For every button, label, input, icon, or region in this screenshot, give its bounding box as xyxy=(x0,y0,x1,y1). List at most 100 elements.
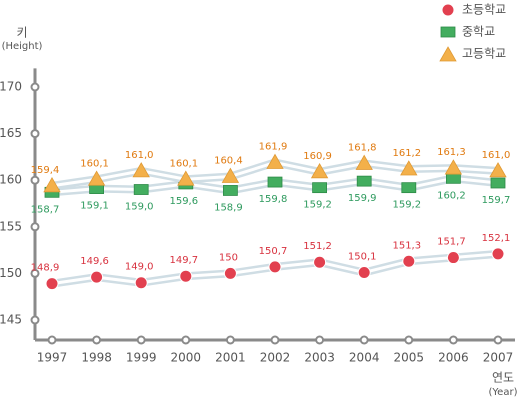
y-axis-title: (Height) xyxy=(2,41,43,52)
x-tick-label: 1999 xyxy=(126,351,157,365)
value-label: 159,4 xyxy=(31,165,60,176)
value-label: 159,9 xyxy=(348,193,377,204)
value-label: 159,2 xyxy=(303,200,332,211)
legend-label: 초등학교 xyxy=(462,3,506,17)
y-tick xyxy=(30,315,40,325)
value-label: 160,1 xyxy=(80,158,109,169)
point xyxy=(400,160,418,176)
value-label: 150 xyxy=(219,252,238,263)
point xyxy=(489,162,507,178)
y-axis-title: 키 xyxy=(16,26,27,40)
y-tick xyxy=(30,222,40,232)
value-label: 161,3 xyxy=(437,147,466,158)
y-tick-label: 145 xyxy=(0,313,22,327)
x-tick xyxy=(270,335,280,345)
value-label: 160,1 xyxy=(169,158,198,169)
point xyxy=(491,247,505,261)
point xyxy=(179,269,193,283)
point xyxy=(357,265,371,279)
y-tick-label: 165 xyxy=(0,126,22,140)
point xyxy=(45,277,59,291)
point xyxy=(355,154,373,170)
x-axis-title: 연도 xyxy=(492,371,514,385)
y-tick xyxy=(30,82,40,92)
point xyxy=(444,159,463,175)
x-tick-label: 1998 xyxy=(81,351,112,365)
value-label: 151,3 xyxy=(392,240,421,251)
point xyxy=(87,170,106,186)
value-label: 150,1 xyxy=(348,251,377,262)
value-label: 148,9 xyxy=(31,263,60,274)
value-label: 161,9 xyxy=(259,141,288,152)
value-label: 158,7 xyxy=(31,204,60,215)
point xyxy=(134,276,148,290)
x-axis-title: (Year) xyxy=(489,387,518,397)
x-tick xyxy=(225,335,235,345)
point xyxy=(313,255,327,269)
point xyxy=(445,172,461,184)
x-tick xyxy=(359,335,369,345)
point xyxy=(356,175,372,187)
value-label: 151,7 xyxy=(437,237,466,248)
value-label: 160,2 xyxy=(437,190,466,201)
point xyxy=(43,176,61,193)
x-tick xyxy=(181,335,191,345)
x-tick xyxy=(47,335,57,345)
x-tick-label: 2005 xyxy=(394,351,425,365)
value-label: 160,4 xyxy=(214,155,243,166)
x-tick-label: 2000 xyxy=(171,351,202,365)
legend-label: 고등학교 xyxy=(462,47,506,61)
point xyxy=(267,176,283,188)
point xyxy=(223,266,237,280)
value-label: 161,2 xyxy=(392,148,421,159)
point xyxy=(402,254,416,268)
x-tick xyxy=(92,335,102,345)
value-label: 149,6 xyxy=(80,256,109,267)
point xyxy=(177,170,195,186)
value-label: 149,7 xyxy=(169,255,198,266)
point xyxy=(268,260,282,274)
x-tick xyxy=(493,335,503,345)
y-tick-label: 160 xyxy=(0,173,22,187)
x-tick-label: 2007 xyxy=(483,351,514,365)
x-tick-label: 2002 xyxy=(260,351,291,365)
legend-marker xyxy=(440,26,456,38)
point xyxy=(132,162,150,178)
y-tick xyxy=(30,129,40,139)
y-tick xyxy=(30,175,40,185)
x-tick xyxy=(136,335,146,345)
x-tick xyxy=(315,335,325,345)
x-tick-label: 2004 xyxy=(349,351,380,365)
point xyxy=(312,182,328,194)
value-label: 150,7 xyxy=(259,246,288,257)
legend-label: 중학교 xyxy=(462,25,495,39)
x-tick-label: 2006 xyxy=(438,351,469,365)
value-label: 159,7 xyxy=(482,195,511,206)
value-label: 159,8 xyxy=(259,194,288,205)
y-tick-label: 150 xyxy=(0,266,22,280)
point xyxy=(222,185,238,196)
y-tick-label: 155 xyxy=(0,219,22,233)
value-label: 159,0 xyxy=(125,202,154,213)
value-label: 159,2 xyxy=(392,200,421,211)
point xyxy=(90,270,104,284)
x-tick xyxy=(448,335,458,345)
x-tick-label: 2003 xyxy=(304,351,335,365)
y-tick-label: 170 xyxy=(0,80,22,94)
x-tick-label: 2001 xyxy=(215,351,246,365)
value-label: 161,0 xyxy=(482,150,511,161)
value-label: 159,1 xyxy=(80,201,109,212)
point xyxy=(266,153,284,169)
value-label: 160,9 xyxy=(303,151,332,162)
value-label: 151,2 xyxy=(303,241,332,252)
value-label: 158,9 xyxy=(214,202,243,213)
point xyxy=(446,251,460,265)
value-label: 161,0 xyxy=(125,150,154,161)
legend-marker xyxy=(439,46,457,62)
point xyxy=(401,182,417,194)
point xyxy=(310,163,329,179)
value-label: 152,1 xyxy=(482,233,511,244)
value-label: 159,6 xyxy=(169,196,198,207)
legend-marker xyxy=(441,3,455,17)
